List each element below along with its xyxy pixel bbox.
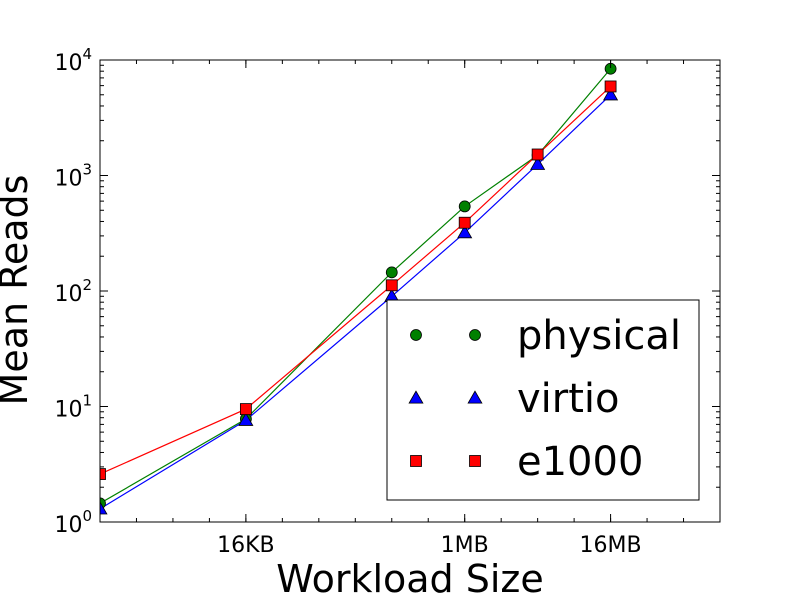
legend-label-physical: physical: [517, 313, 681, 359]
data-point-e1000: [100, 468, 106, 480]
data-point-virtio: [457, 224, 473, 239]
data-point-virtio: [238, 412, 254, 426]
series-line-virtio: [100, 94, 612, 510]
data-point-virtio: [530, 156, 546, 170]
data-point-physical: [385, 266, 398, 279]
legend-marker-virtio: [408, 390, 424, 404]
legend-marker-e1000: [469, 455, 481, 467]
legend-label-e1000: e1000: [517, 439, 643, 485]
data-point-e1000: [239, 403, 252, 415]
data-point-physical: [458, 200, 471, 213]
legend: physical virtio e1000: [386, 299, 700, 501]
series-layer: [100, 62, 619, 515]
x-tick-label: 16MB: [580, 533, 642, 558]
data-point-e1000: [385, 279, 398, 292]
legend-marker-e1000: [410, 455, 422, 467]
y-tick-label: 101: [54, 392, 92, 423]
data-point-e1000: [458, 216, 471, 229]
x-tick-label: 1MB: [441, 533, 489, 558]
data-point-e1000: [604, 80, 617, 93]
plot-frame: [99, 59, 721, 523]
y-tick-label: 100: [54, 507, 92, 538]
legend-marker-physical: [410, 329, 422, 341]
x-tick-label: 16KB: [217, 533, 275, 558]
legend-box: [386, 299, 700, 501]
y-axis-label: Mean Reads: [0, 175, 36, 406]
data-point-virtio: [100, 501, 108, 515]
series-clip-group: [100, 62, 619, 515]
legend-label-virtio: virtio: [517, 376, 620, 422]
series-line-physical: [100, 68, 612, 504]
y-tick-label: 102: [54, 276, 92, 307]
data-point-e1000: [531, 148, 544, 161]
axes-layer: 100 101 102 103 104 16KB 1MB 16MB: [54, 45, 721, 558]
series-line-e1000: [100, 86, 611, 475]
data-point-virtio: [603, 87, 619, 101]
legend-marker-virtio: [467, 390, 483, 404]
x-axis-label: Workload Size: [276, 557, 544, 600]
y-tick-label: 104: [54, 45, 92, 76]
y-tick-label: 103: [54, 161, 92, 192]
legend-marker-physical: [469, 329, 481, 341]
